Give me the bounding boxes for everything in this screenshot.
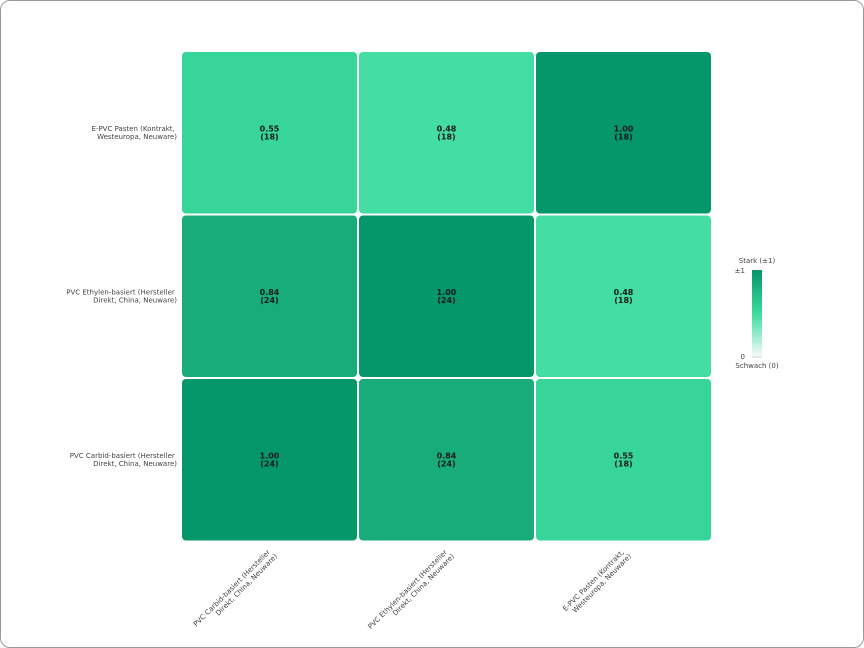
colorbar-tick-label: ±1 (735, 267, 745, 275)
cell-value-label: 0.55 (260, 124, 280, 133)
cell-value-label: 0.84 (260, 288, 280, 297)
colorbar-bottom-label: Schwach (0) (735, 362, 778, 370)
row-label: PVC Ethylen-basiert (Hersteller Direkt, … (66, 288, 177, 304)
heatmap-cell (359, 379, 534, 541)
colorbar (752, 271, 762, 357)
cell-value-label: 0.48 (614, 288, 634, 297)
heatmap-cell (182, 379, 357, 541)
column-label: PVC Ethylen-basiert (Hersteller Direkt, … (367, 547, 457, 637)
colorbar-top-label: Stark (±1) (739, 257, 776, 265)
heatmap-cell (182, 52, 357, 214)
cell-count-label: (18) (437, 132, 455, 141)
heatmap-cell (536, 215, 711, 377)
row-label: E-PVC Pasten (Kontrakt, Westeuropa, Neuw… (92, 125, 178, 141)
cell-count-label: (24) (260, 296, 278, 305)
cell-count-label: (18) (614, 459, 632, 468)
cell-value-label: 0.84 (437, 451, 457, 460)
colorbar-tick-label: 0 (741, 353, 745, 361)
heatmap-cell (359, 215, 534, 377)
row-label: PVC Carbid-basiert (Hersteller Direkt, C… (70, 452, 177, 468)
cell-count-label: (18) (614, 296, 632, 305)
heatmap-cell (182, 215, 357, 377)
heatmap-cell (536, 52, 711, 214)
column-label: E-PVC Pasten (Kontrakt, Westeuropa, Neuw… (561, 547, 633, 619)
cell-value-label: 1.00 (260, 451, 280, 460)
cell-count-label: (24) (437, 459, 455, 468)
heatmap-cell (536, 379, 711, 541)
heatmap-cell (359, 52, 534, 214)
cell-value-label: 0.55 (614, 451, 634, 460)
cell-value-label: 1.00 (614, 124, 634, 133)
cell-count-label: (18) (260, 132, 278, 141)
cell-value-label: 0.48 (437, 124, 457, 133)
cell-count-label: (24) (437, 296, 455, 305)
column-label: PVC Carbid-basiert (Hersteller Direkt, C… (192, 547, 279, 634)
cell-value-label: 1.00 (437, 288, 457, 297)
cell-count-label: (18) (614, 132, 632, 141)
cell-count-label: (24) (260, 459, 278, 468)
